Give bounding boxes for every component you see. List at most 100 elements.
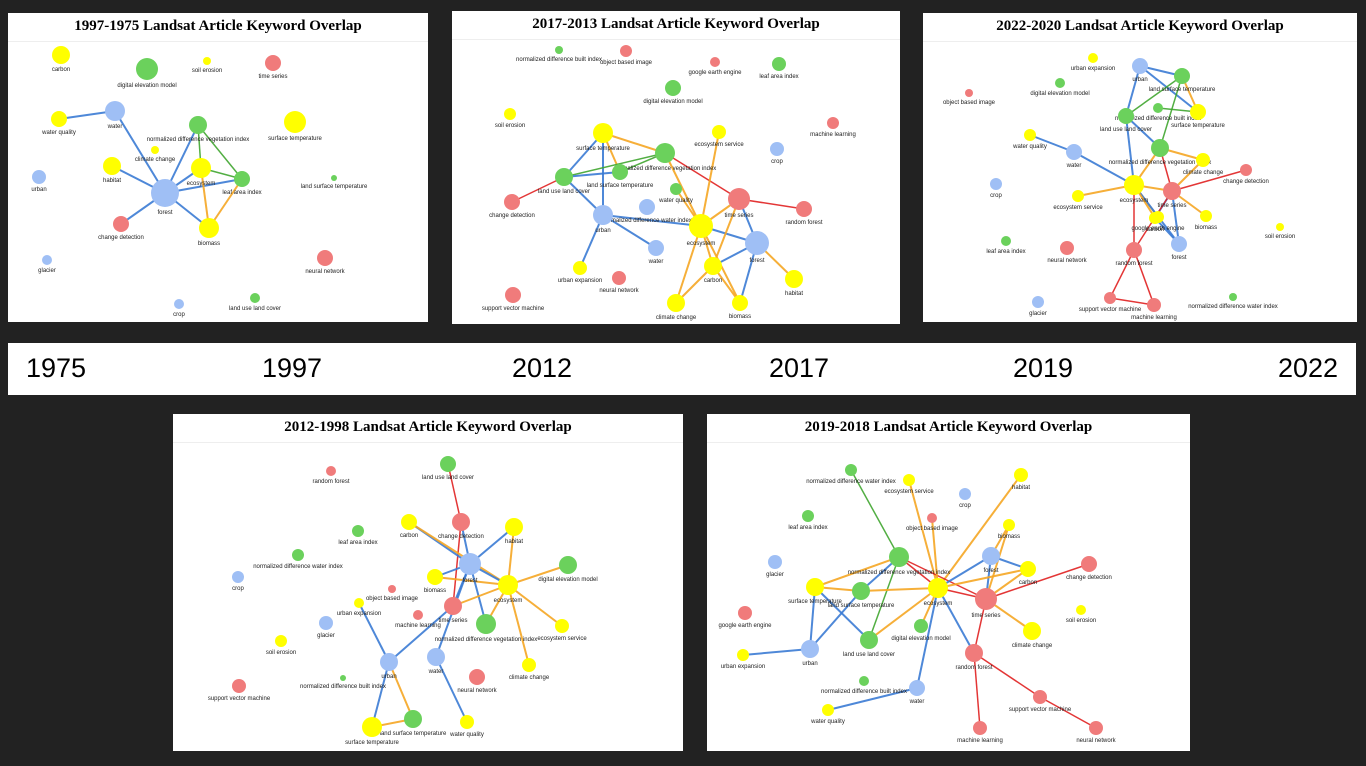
- network-edge: [1133, 249, 1155, 306]
- keyword-node: [1171, 236, 1187, 252]
- keyword-label: object based image: [366, 596, 419, 602]
- keyword-label: soil erosion: [1265, 234, 1295, 240]
- keyword-label: urban: [1132, 77, 1147, 83]
- keyword-node: [1072, 190, 1084, 202]
- keyword-label: neural network: [305, 269, 345, 275]
- keyword-label: carbon: [1146, 227, 1164, 233]
- keyword-label: urban expansion: [721, 664, 765, 670]
- keyword-label: water quality: [449, 732, 484, 738]
- keyword-node: [728, 188, 750, 210]
- keyword-node: [460, 715, 474, 729]
- keyword-label: climate change: [135, 157, 176, 163]
- keyword-node: [801, 640, 819, 658]
- network-edge: [200, 167, 210, 229]
- network-edge: [809, 586, 816, 650]
- timeline-year: 2017: [769, 353, 830, 383]
- keyword-label: glacier: [38, 268, 56, 274]
- keyword-label: google earth engine: [718, 623, 772, 629]
- keyword-label: biomass: [998, 534, 1020, 540]
- keyword-label: normalized difference water index: [1188, 304, 1278, 310]
- keyword-node: [1020, 561, 1036, 577]
- keyword-node: [973, 721, 987, 735]
- network-edge: [371, 661, 390, 728]
- keyword-node: [113, 216, 129, 232]
- keyword-label: normalized difference water index: [806, 479, 896, 485]
- keyword-node: [51, 111, 67, 127]
- keyword-label: urban: [595, 228, 610, 234]
- keyword-node: [1153, 103, 1163, 113]
- keyword-node: [42, 255, 52, 265]
- keyword-node: [667, 294, 685, 312]
- keyword-label: climate change: [509, 675, 550, 681]
- keyword-node: [151, 146, 159, 154]
- network-panel-2019-2018: 2019-2018 Landsat Article Keyword Overla…: [707, 414, 1190, 751]
- keyword-node: [284, 111, 306, 133]
- keyword-node: [745, 231, 769, 255]
- network-edge: [850, 469, 900, 558]
- keyword-label: land use land cover: [1100, 127, 1152, 133]
- network-edge: [985, 563, 1090, 600]
- keyword-node: [404, 710, 422, 728]
- keyword-label: object based image: [943, 100, 996, 106]
- network-panel-2022-2020: 2022-2020 Landsat Article Keyword Overla…: [923, 13, 1357, 322]
- network-edge: [452, 521, 462, 607]
- keyword-node: [331, 175, 337, 181]
- keyword-label: ecosystem service: [884, 489, 934, 495]
- keyword-label: machine learning: [1131, 315, 1177, 321]
- keyword-label: land surface temperature: [587, 183, 654, 189]
- keyword-label: land use land cover: [538, 189, 590, 195]
- keyword-label: digital elevation model: [117, 83, 176, 89]
- keyword-label: biomass: [729, 314, 751, 320]
- keyword-network-graph: normalized difference water index ecosyst…: [718, 464, 1117, 744]
- keyword-label: digital elevation model: [1030, 91, 1089, 97]
- keyword-node: [1024, 129, 1036, 141]
- keyword-label: leaf area index: [788, 525, 827, 531]
- keyword-node: [340, 675, 346, 681]
- keyword-node: [522, 658, 536, 672]
- keyword-node: [1240, 164, 1252, 176]
- keyword-node: [710, 57, 720, 67]
- network-edge: [1139, 65, 1199, 113]
- network-edge: [602, 214, 657, 249]
- keyword-node: [593, 123, 613, 143]
- keyword-node: [1088, 53, 1098, 63]
- keyword-label: glacier: [766, 572, 784, 578]
- keyword-node: [504, 108, 516, 120]
- network-edge: [434, 576, 509, 586]
- keyword-label: random forest: [312, 479, 349, 485]
- keyword-label: object based image: [906, 526, 959, 532]
- keyword-label: ecosystem: [924, 601, 953, 607]
- keyword-label: habitat: [1012, 485, 1030, 491]
- keyword-label: water quality: [810, 719, 845, 725]
- keyword-node: [1174, 68, 1190, 84]
- keyword-node: [427, 648, 445, 666]
- timeline-year: 2022: [1278, 353, 1339, 383]
- keyword-node: [505, 518, 523, 536]
- keyword-node: [612, 164, 628, 180]
- keyword-label: time series: [438, 618, 467, 624]
- network-edge: [1039, 696, 1097, 729]
- keyword-node: [1229, 293, 1237, 301]
- network-edge: [507, 584, 530, 666]
- keyword-node: [151, 179, 179, 207]
- keyword-node: [965, 644, 983, 662]
- network-edge: [507, 584, 563, 627]
- keyword-node: [232, 679, 246, 693]
- network-edge: [1125, 65, 1141, 117]
- keyword-label: land surface temperature: [828, 603, 895, 609]
- keyword-node: [822, 704, 834, 716]
- keyword-node: [1003, 519, 1015, 531]
- keyword-node: [427, 569, 443, 585]
- keyword-label: crop: [959, 503, 971, 509]
- keyword-node: [1126, 242, 1142, 258]
- keyword-label: surface temperature: [345, 740, 399, 746]
- keyword-label: habitat: [505, 539, 523, 545]
- network-edge: [931, 517, 939, 589]
- keyword-label: urban: [802, 661, 817, 667]
- keyword-node: [620, 45, 632, 57]
- keyword-label: land surface temperature: [1149, 87, 1216, 93]
- keyword-node: [1276, 223, 1284, 231]
- keyword-label: land use land cover: [229, 306, 281, 312]
- keyword-node: [785, 270, 803, 288]
- network-edge: [973, 652, 1041, 698]
